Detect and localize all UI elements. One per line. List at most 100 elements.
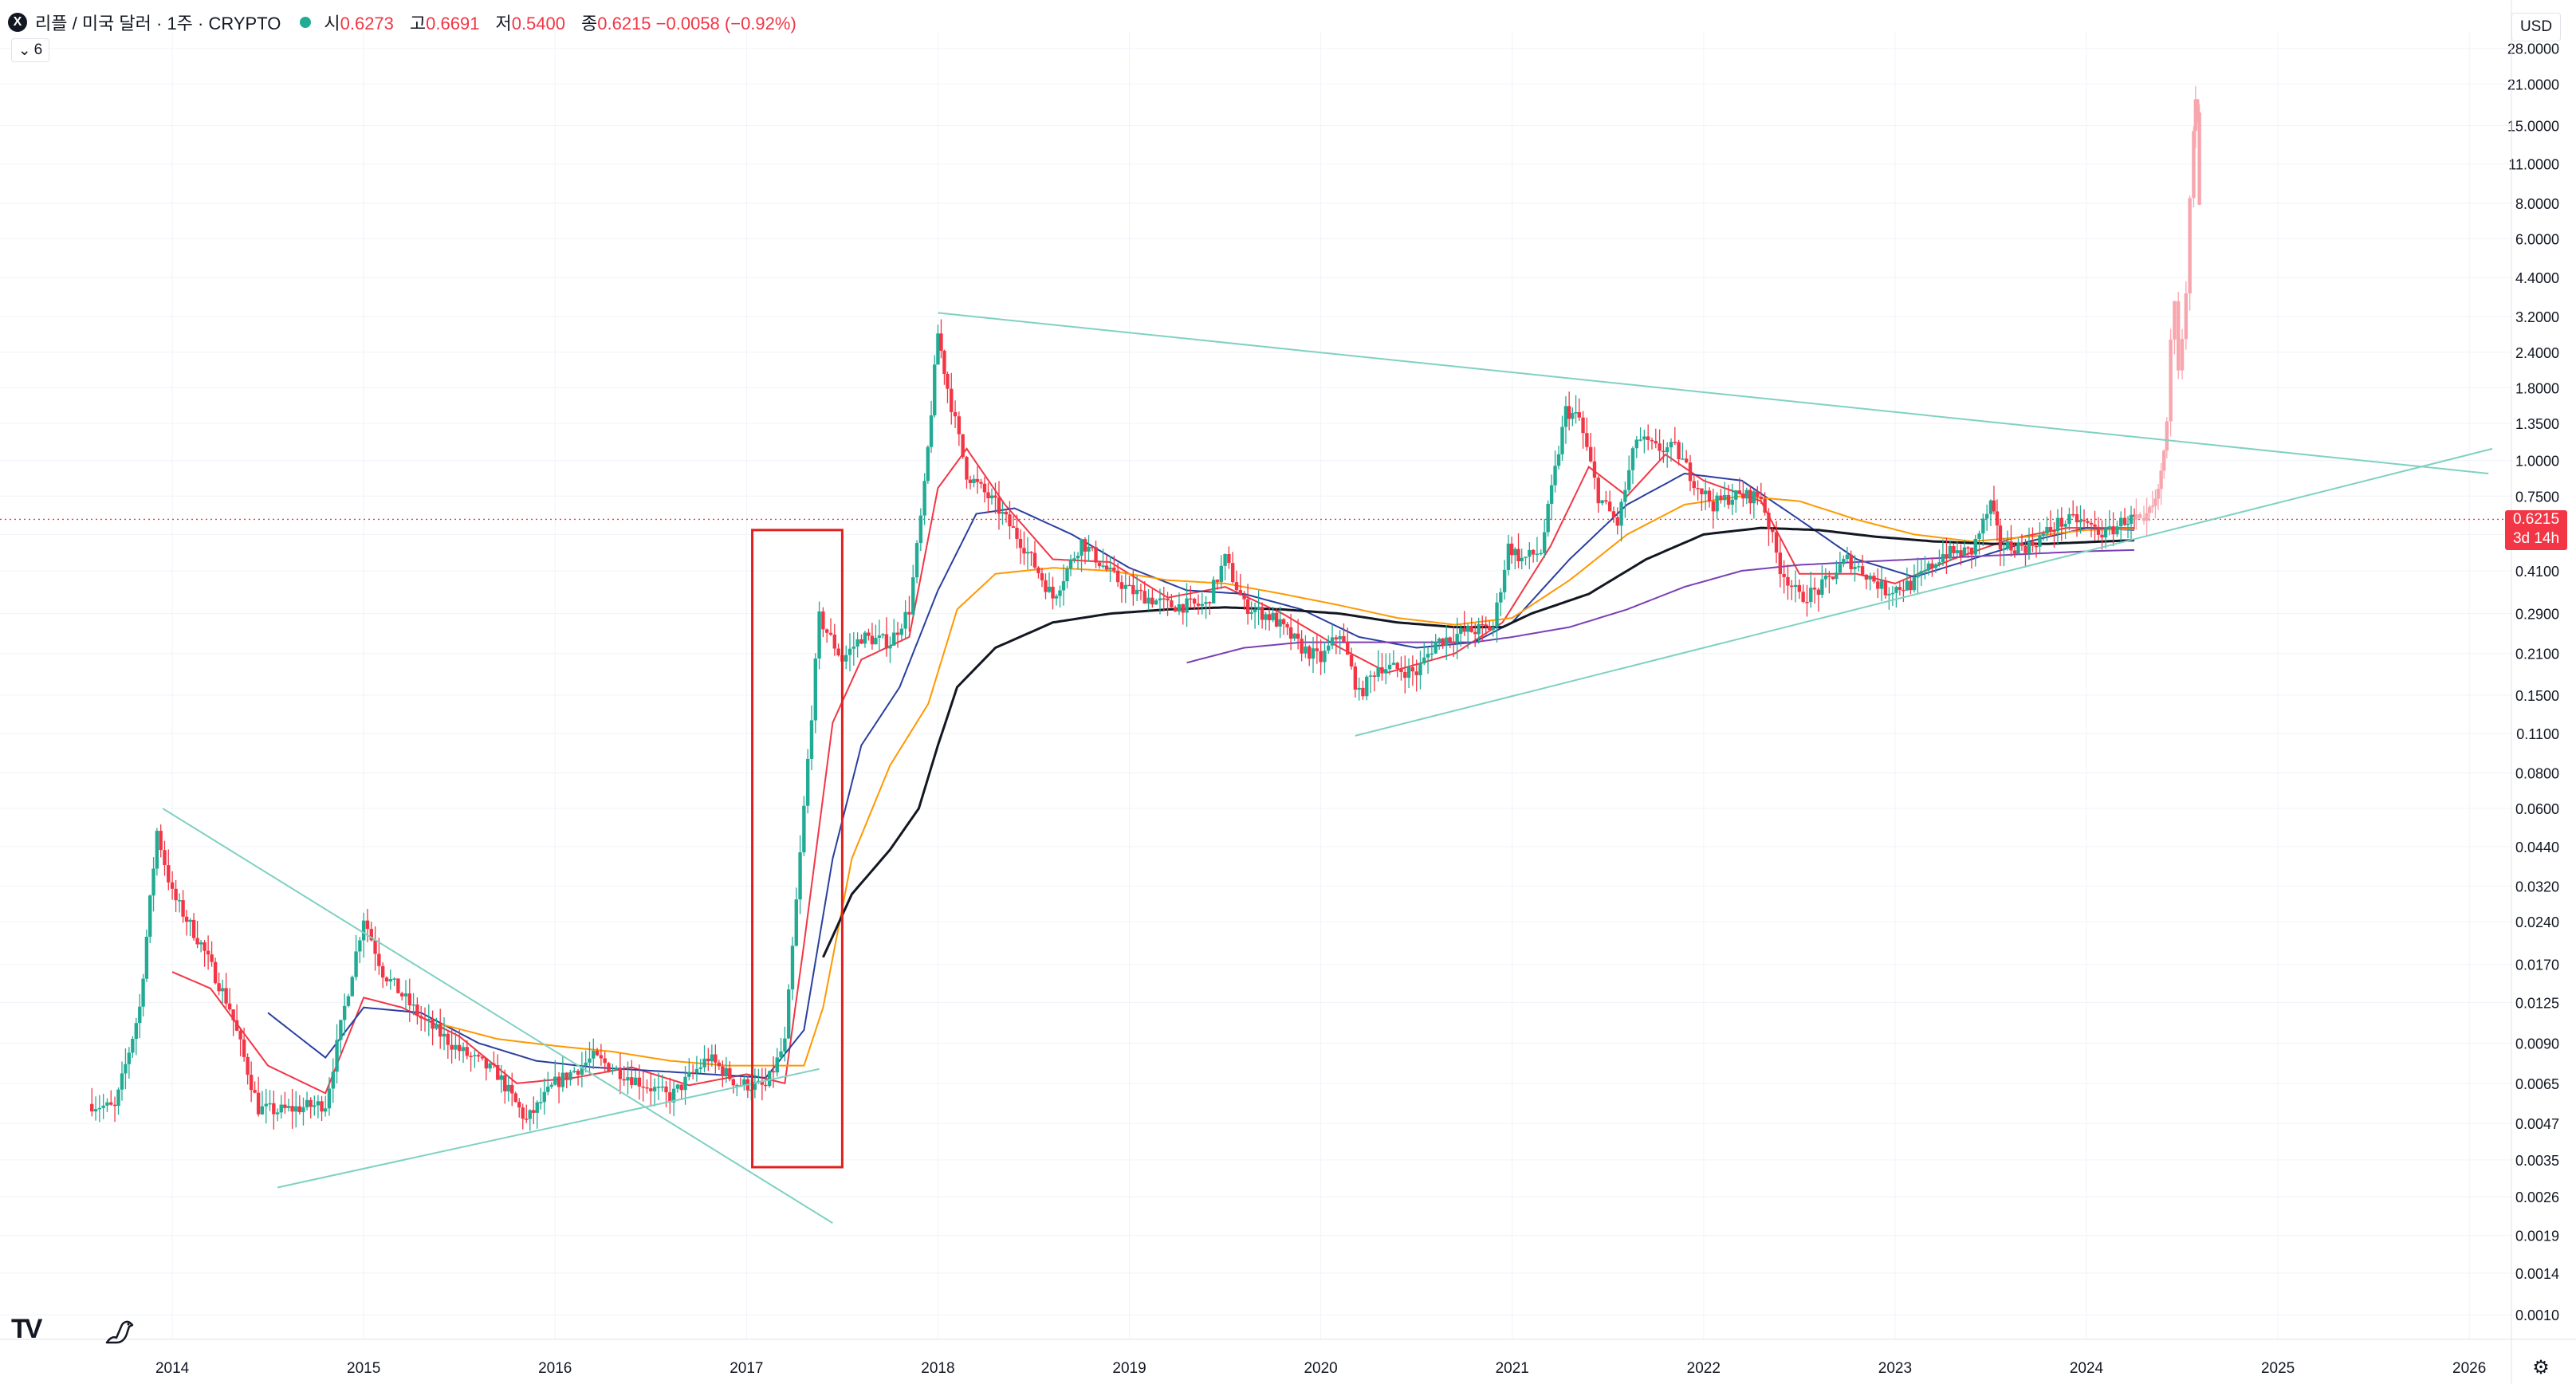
candle-body: [844, 655, 848, 662]
trendline[interactable]: [938, 312, 2489, 474]
candle-body: [335, 1040, 339, 1072]
candle-body: [986, 492, 990, 498]
candle-body: [264, 1103, 268, 1107]
candle-body: [305, 1099, 309, 1107]
candle-body: [1930, 563, 1934, 568]
candle-body: [1685, 458, 1689, 463]
candle-body: [1323, 651, 1327, 663]
trendline[interactable]: [1355, 447, 2493, 737]
candle-body: [2153, 498, 2157, 506]
candle-body: [1372, 675, 1377, 677]
candle-body: [2012, 550, 2017, 554]
candle-body: [1864, 574, 1869, 580]
time-axis[interactable]: 2014 2015 2016 2017 2018 2019 2020 2021 2022 2023…: [155, 1360, 2486, 1377]
candle-body: [309, 1099, 313, 1107]
candle-body: [1271, 612, 1275, 620]
candle-body: [1380, 666, 1384, 674]
candle-body: [1816, 589, 1821, 596]
candle-body: [331, 1071, 335, 1089]
candle-body: [1793, 584, 1798, 588]
candle-body: [141, 978, 145, 1007]
candle-body: [997, 497, 1001, 514]
candle-body: [220, 988, 225, 992]
candle-body: [170, 882, 175, 889]
tradingview-logo-icon[interactable]: TV: [11, 1314, 43, 1344]
candle-body: [936, 333, 940, 365]
candle-body: [1458, 627, 1463, 635]
candle-body: [1477, 623, 1481, 635]
candle-body: [231, 1009, 235, 1020]
candle-body: [2148, 507, 2152, 513]
candle-body: [1406, 666, 1411, 678]
candle-body: [2067, 513, 2071, 525]
candle-body: [1988, 500, 1993, 514]
candle-body: [2138, 514, 2142, 518]
trendline[interactable]: [277, 1068, 820, 1189]
candle-body: [134, 1023, 139, 1040]
candle-body: [775, 1057, 779, 1073]
candle-body: [1516, 549, 1520, 562]
candle-body: [1998, 525, 2003, 549]
candle-body: [1549, 485, 1554, 505]
candle-body: [2180, 339, 2185, 371]
candle-body: [1723, 494, 1727, 501]
candle-body: [286, 1106, 291, 1108]
candle-body: [1211, 580, 1216, 604]
candle-body: [1520, 557, 1524, 562]
candle-body: [191, 919, 196, 938]
candle-body: [1630, 448, 1635, 470]
candle-body: [159, 831, 163, 851]
candle-body: [851, 647, 856, 649]
candle-body: [1734, 490, 1738, 500]
candle-body: [1330, 637, 1335, 646]
candle-body: [664, 1086, 668, 1093]
candle-body: [184, 916, 189, 922]
candle-body: [757, 1080, 761, 1083]
candle-body: [1654, 441, 1658, 444]
candle-body: [1726, 494, 1731, 505]
candle-body: [1790, 585, 1794, 588]
candle-body: [446, 1033, 450, 1045]
candle-body: [2041, 533, 2046, 537]
currency-button[interactable]: USD: [2511, 13, 2561, 41]
candle-body: [1786, 576, 1790, 586]
candle-body: [1025, 552, 1030, 554]
candle-body: [767, 1071, 772, 1087]
symbol-title[interactable]: 리플 / 미국 달러 · 1주 · CRYPTO: [35, 14, 281, 33]
price-axis[interactable]: 28.0000 21.0000 15.0000 11.0000 8.0000 6.0000…: [2507, 41, 2559, 1324]
candle-body: [1995, 511, 2000, 526]
candle-body: [1759, 497, 1764, 500]
candle-body: [217, 983, 221, 992]
candle-body: [1083, 539, 1087, 552]
candle-body: [473, 1055, 477, 1056]
candle-body: [1112, 568, 1116, 571]
candle-body: [1748, 490, 1752, 504]
candle-body: [753, 1082, 757, 1090]
settings-gear-icon[interactable]: ⚙: [2532, 1356, 2550, 1378]
candle-body: [1080, 539, 1083, 556]
candle-body: [1444, 637, 1449, 646]
candle-body: [268, 1103, 272, 1105]
candle-body: [2075, 513, 2079, 523]
dino-icon[interactable]: [102, 1314, 137, 1349]
candle-body: [731, 1079, 736, 1086]
ohlc-high: 고0.6691: [409, 14, 480, 33]
candle-body: [881, 634, 885, 636]
candle-body: [1135, 589, 1139, 595]
candle-body: [1242, 595, 1246, 600]
candle-body: [1357, 687, 1361, 690]
xrp-icon[interactable]: X: [8, 13, 27, 32]
indicators-toggle-button[interactable]: ⌄ 6: [11, 38, 49, 62]
candle-body: [1495, 602, 1499, 627]
candle-body: [1162, 598, 1166, 600]
candle-body: [525, 1119, 529, 1120]
candle-body: [1535, 553, 1540, 556]
candle-body: [1399, 669, 1403, 673]
candle-body: [1342, 635, 1346, 642]
candle-body: [1097, 562, 1102, 567]
candle-body: [415, 1005, 419, 1016]
trendline[interactable]: [162, 808, 833, 1224]
highlight-box[interactable]: [751, 529, 844, 1169]
candle-body: [131, 1039, 135, 1053]
